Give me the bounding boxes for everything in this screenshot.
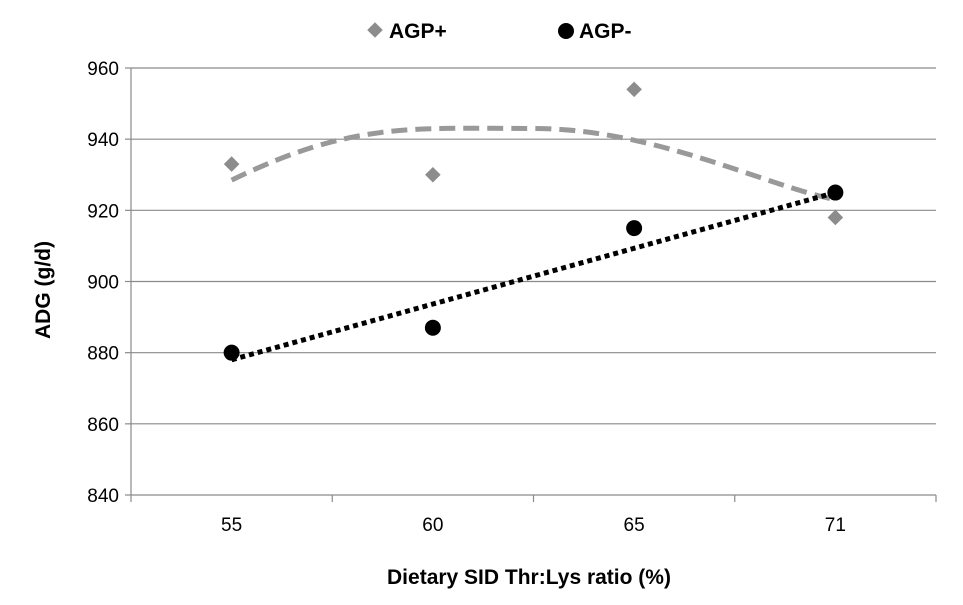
data-points [223,81,844,361]
y-tick-label: 920 [87,201,119,222]
data-point-agp-plus [223,156,240,172]
x-axis-title: Dietary SID Thr:Lys ratio (%) [387,566,671,589]
x-tick-label: 60 [422,515,443,536]
data-point-agp-minus [827,184,844,201]
trendlines [230,125,837,363]
gridlines [131,67,936,425]
trendline-agp-plus [230,125,836,203]
x-tick-labels: 55 60 65 71 [221,515,846,536]
data-point-agp-minus [626,220,643,237]
legend-marker-agp-plus [367,22,383,38]
data-point-agp-minus [424,319,441,336]
legend-label-agp-minus: AGP- [579,20,632,43]
data-point-agp-plus [626,81,642,98]
axes [125,67,937,502]
y-tick-label: 860 [87,415,119,436]
legend-marker-agp-minus [558,23,574,39]
legend: AGP+ AGP- [367,20,632,43]
legend-label-agp-plus: AGP+ [389,20,447,43]
trendline-agp-minus [230,190,837,363]
data-point-agp-plus [425,166,441,183]
y-tick-labels: 840 860 880 900 920 940 960 [87,59,119,507]
data-point-agp-plus [827,209,844,226]
y-tick-label: 880 [87,344,119,365]
y-tick-label: 960 [87,59,119,80]
y-tick-label: 900 [87,273,119,294]
x-tick-label: 71 [825,515,846,536]
y-tick-label: 840 [87,486,119,507]
data-point-agp-minus [223,344,240,361]
y-axis-title: ADG (g/d) [32,241,55,339]
y-tick-label: 940 [87,130,119,151]
x-tick-label: 65 [624,515,645,536]
x-tick-label: 55 [221,515,242,536]
